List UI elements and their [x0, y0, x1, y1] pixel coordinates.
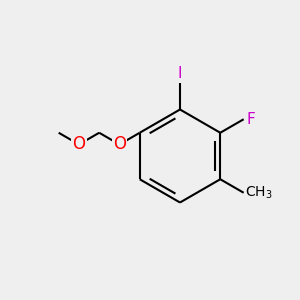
Text: O: O — [72, 136, 86, 154]
Text: O: O — [113, 136, 126, 154]
Text: F: F — [246, 112, 255, 127]
Text: CH$_3$: CH$_3$ — [245, 184, 273, 201]
Text: I: I — [178, 66, 182, 81]
